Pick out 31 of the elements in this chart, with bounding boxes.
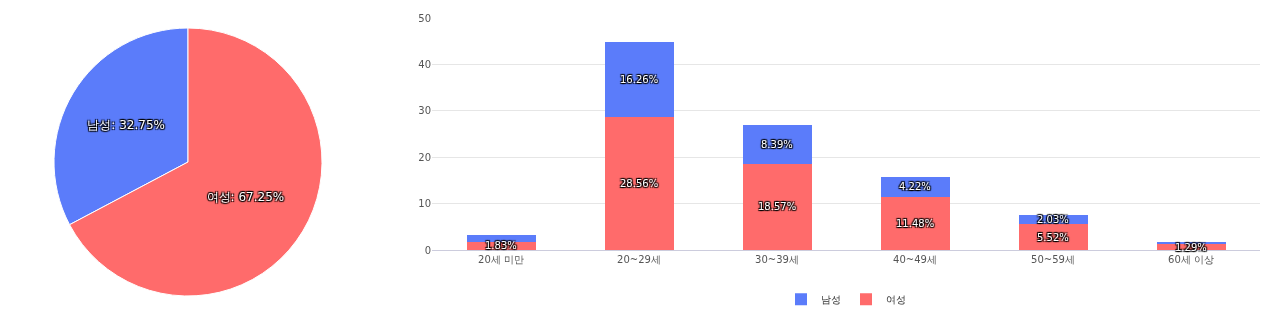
x-tick-label: 20세 미만 (478, 254, 524, 265)
data-label: 28.56% (620, 178, 659, 189)
data-label: 1.83% (485, 240, 517, 251)
data-label: : 32.75% (111, 117, 165, 132)
y-tick-label: 30 (418, 105, 431, 117)
y-tick-label: 0 (424, 244, 431, 256)
data-label: 18.57% (758, 201, 797, 212)
legend-label: 남성 (821, 294, 841, 306)
bar (604, 42, 674, 118)
x-tick-label: 50~59세 (1031, 254, 1075, 265)
data-label: 16.26% (620, 74, 659, 85)
legend-label: 여성 (886, 294, 906, 306)
y-tick-label: 20 (418, 151, 431, 163)
data-label: 8.39% (761, 139, 793, 150)
data-label: 5.52% (1037, 232, 1069, 243)
data-label: : 67.25% (230, 189, 285, 204)
x-tick-label: 30~39세 (755, 254, 799, 265)
data-label: 11.48% (896, 218, 935, 229)
x-tick-label: 20~29세 (617, 254, 661, 265)
y-tick-label: 50 (418, 12, 431, 24)
bar (604, 117, 674, 250)
slice-label: 남성 (87, 117, 112, 132)
y-tick-label: 10 (418, 198, 431, 210)
bar (466, 235, 536, 242)
x-tick-label: 40~49세 (893, 254, 937, 265)
data-label: 4.22% (899, 181, 931, 192)
data-label: 2.03% (1037, 214, 1069, 225)
slice-label: 여성 (206, 189, 231, 204)
y-tick-label: 40 (418, 58, 431, 70)
bar (742, 163, 812, 250)
x-tick-label: 60세 이상 (1168, 254, 1214, 265)
